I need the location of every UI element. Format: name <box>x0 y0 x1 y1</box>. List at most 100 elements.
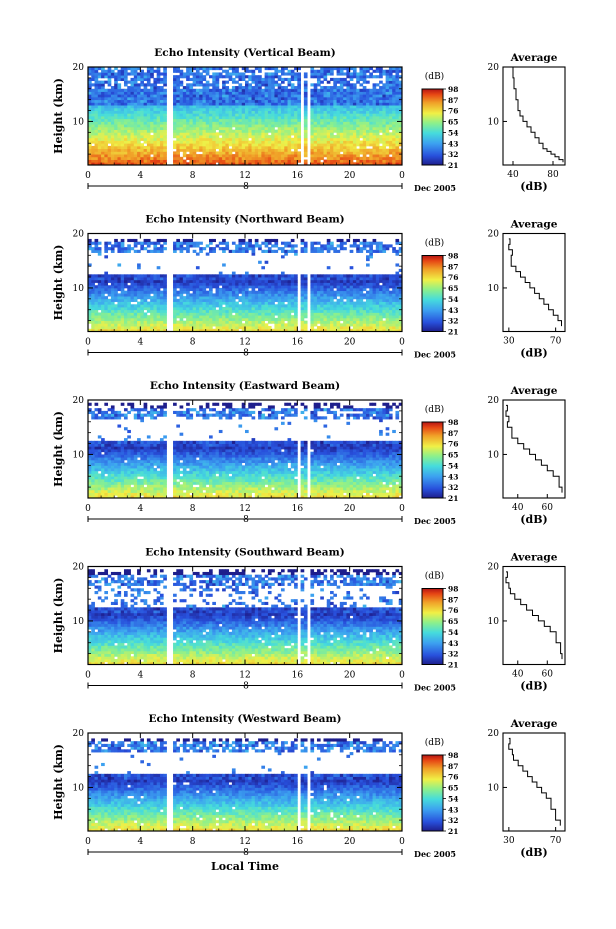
x-tick-label: 4 <box>137 671 143 681</box>
profile-x-tick-label: 70 <box>550 836 562 846</box>
x-tick-label: 12 <box>239 171 250 181</box>
panel-title: Echo Intensity (Southward Beam) <box>145 547 344 559</box>
x-tick-label: 16 <box>292 171 304 181</box>
profile-line <box>508 238 562 327</box>
colorbar <box>421 754 444 832</box>
profile-frame <box>502 232 566 333</box>
colorbar-tick-label: 76 <box>448 273 458 282</box>
colorbar-tick-label: 65 <box>448 617 458 626</box>
colorbar-tick-label: 54 <box>448 794 458 803</box>
colorbar-tick-label: 76 <box>448 107 458 116</box>
heatmap-cells <box>88 738 403 832</box>
colorbar-tick-label: 76 <box>448 440 458 449</box>
x-tick-label: 12 <box>239 837 250 847</box>
panel-4: Echo Intensity (Southward Beam) 10 20 0 4 8 12… <box>52 547 566 693</box>
profile-x-label: (dB) <box>520 180 547 193</box>
x-tick-label: 20 <box>344 671 356 681</box>
x-tick-label: 4 <box>137 338 143 348</box>
heatmap-cells <box>88 569 403 665</box>
date-label: Dec 2005 <box>414 350 456 360</box>
y-axis-label: Height (km) <box>52 578 65 654</box>
profile-y-tick-label: 10 <box>488 450 500 460</box>
x-tick-label: 12 <box>239 671 250 681</box>
x-tick-label: 8 <box>190 504 196 514</box>
y-tick-label: 10 <box>73 783 85 793</box>
panel-title: Echo Intensity (Westward Beam) <box>148 713 341 725</box>
colorbar-tick-label: 65 <box>448 784 458 793</box>
y-tick-label: 20 <box>73 396 85 406</box>
profile-title: Average <box>510 52 558 64</box>
colorbar-tick-label: 21 <box>448 827 458 836</box>
x-tick-label: 16 <box>292 338 304 348</box>
colorbar <box>421 255 444 332</box>
colorbar-unit: (dB) <box>425 737 444 748</box>
colorbar-tick-label: 87 <box>448 762 458 771</box>
profile-x-tick-label: 80 <box>547 170 559 180</box>
colorbar-tick-label: 54 <box>448 128 458 137</box>
x-tick-label: 8 <box>190 338 196 348</box>
profile-line <box>508 737 561 826</box>
colorbar-tick-label: 98 <box>448 252 458 261</box>
panel-5: Echo Intensity (Westward Beam) 10 20 0 4 8 12 1… <box>52 713 566 873</box>
x-tick-label: 0 <box>399 504 405 514</box>
colorbar-tick-label: 54 <box>448 628 458 637</box>
profile-x-label: (dB) <box>520 513 547 526</box>
colorbar-tick-label: 21 <box>448 494 458 503</box>
colorbar-tick-label: 32 <box>448 317 458 326</box>
date-label: Dec 2005 <box>414 683 456 693</box>
profile-x-tick-label: 60 <box>542 670 554 680</box>
y-tick-label: 10 <box>73 284 85 294</box>
x-tick-label: 20 <box>344 171 356 181</box>
x-tick-label: 8 <box>190 671 196 681</box>
heatmap-cells <box>88 67 403 166</box>
x-tick-label: 0 <box>399 837 405 847</box>
x-tick-label: 8 <box>190 171 196 181</box>
x-tick-label: 20 <box>344 504 356 514</box>
colorbar-tick-label: 87 <box>448 429 458 438</box>
x-tick-label: 0 <box>85 671 91 681</box>
colorbar-tick-label: 32 <box>448 650 458 659</box>
y-tick-label: 10 <box>73 617 85 627</box>
x-axis-label: Local Time <box>211 860 279 873</box>
colorbar-unit: (dB) <box>425 71 444 82</box>
x-tick-label: 0 <box>85 504 91 514</box>
colorbar-tick-label: 43 <box>448 639 458 648</box>
x-tick-label: 16 <box>292 837 304 847</box>
date-label: Dec 2005 <box>414 849 456 859</box>
profile-y-tick-label: 10 <box>488 117 500 127</box>
profile-line <box>505 404 563 493</box>
x-tick-label: 8 <box>190 837 196 847</box>
y-tick-label: 20 <box>73 729 85 739</box>
panel-title: Echo Intensity (Northward Beam) <box>145 214 344 226</box>
profile-y-tick-label: 20 <box>488 63 500 73</box>
profile-y-tick-label: 20 <box>488 563 500 573</box>
colorbar-tick-label: 65 <box>448 118 458 127</box>
colorbar-tick-label: 21 <box>448 328 458 337</box>
x-tick-label: 20 <box>344 338 356 348</box>
date-label: Dec 2005 <box>414 183 456 193</box>
profile-line <box>512 67 564 163</box>
profile-x-tick-label: 60 <box>542 503 554 513</box>
colorbar-tick-label: 54 <box>448 295 458 304</box>
profile-frame <box>502 732 566 832</box>
colorbar-tick-label: 32 <box>448 816 458 825</box>
colorbar-tick-label: 98 <box>448 751 458 760</box>
colorbar-tick-label: 43 <box>448 472 458 481</box>
y-axis-label: Height (km) <box>52 744 65 820</box>
profile-title: Average <box>510 219 558 231</box>
x-tick-label: 4 <box>137 171 143 181</box>
colorbar-tick-label: 65 <box>448 451 458 460</box>
colorbar <box>421 588 444 665</box>
x-tick-label: 16 <box>292 671 304 681</box>
colorbar-tick-label: 43 <box>448 306 458 315</box>
colorbar-tick-label: 32 <box>448 483 458 492</box>
date-label: Dec 2005 <box>414 516 456 526</box>
heatmap-cells <box>88 238 403 332</box>
x-tick-label: 12 <box>239 504 250 514</box>
profile-y-tick-label: 10 <box>488 284 500 294</box>
x-tick-label: 4 <box>137 837 143 847</box>
y-axis-label: Height (km) <box>52 245 65 321</box>
colorbar-tick-label: 98 <box>448 585 458 594</box>
